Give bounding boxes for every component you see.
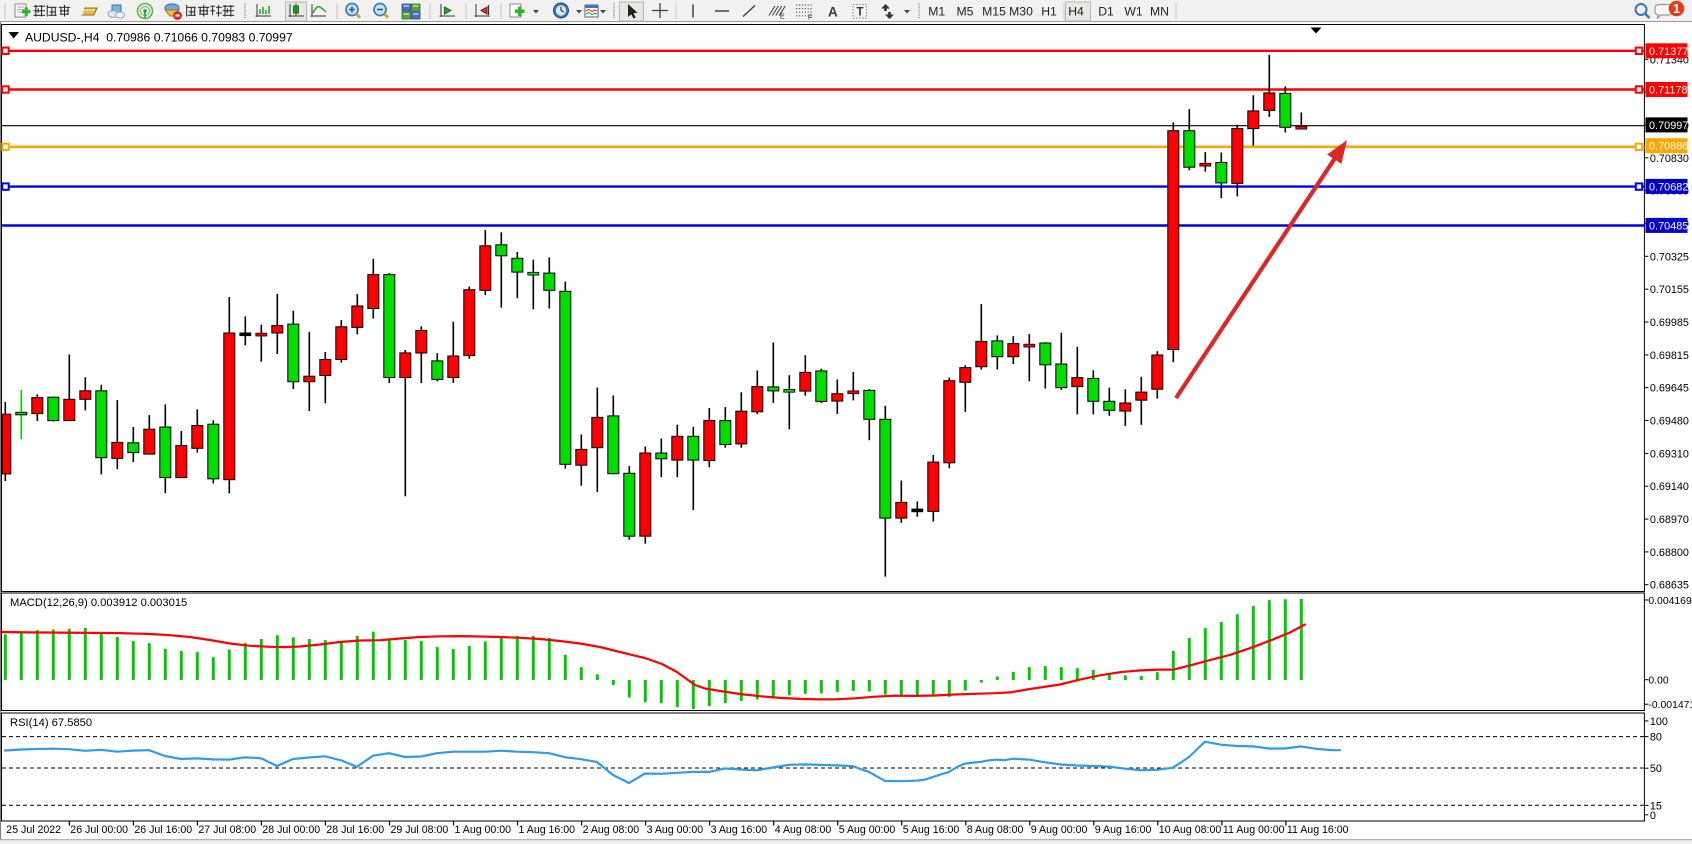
svg-text:0.68800: 0.68800 [1650, 547, 1689, 559]
svg-text:D1: D1 [1098, 5, 1114, 19]
svg-text:1 Aug 16:00: 1 Aug 16:00 [519, 824, 576, 836]
svg-text:100: 100 [1650, 716, 1668, 728]
svg-text:5 Aug 16:00: 5 Aug 16:00 [903, 824, 960, 836]
svg-text:11 Aug 00:00: 11 Aug 00:00 [1223, 824, 1285, 836]
svg-text:1 Aug 00:00: 1 Aug 00:00 [455, 824, 512, 836]
svg-text:0.69815: 0.69815 [1650, 350, 1689, 362]
svg-text:A: A [828, 5, 838, 20]
svg-text:0.70886: 0.70886 [1649, 141, 1688, 153]
svg-text:29 Jul 08:00: 29 Jul 08:00 [391, 824, 449, 836]
svg-text:3 Aug 16:00: 3 Aug 16:00 [711, 824, 768, 836]
svg-text:M30: M30 [1009, 5, 1033, 19]
svg-text:E: E [780, 14, 785, 21]
svg-text:0.004169: 0.004169 [1648, 596, 1692, 607]
svg-text:0.71178: 0.71178 [1649, 85, 1688, 97]
svg-text:28 Jul 00:00: 28 Jul 00:00 [262, 824, 320, 836]
svg-text:-0.001471: -0.001471 [1648, 700, 1692, 711]
svg-text:T: T [857, 7, 864, 19]
svg-text:MN: MN [1150, 5, 1169, 19]
svg-text:0.70155: 0.70155 [1650, 284, 1689, 296]
svg-text:0: 0 [1650, 810, 1656, 822]
svg-text:9 Aug 16:00: 9 Aug 16:00 [1095, 824, 1152, 836]
svg-text:27 Jul 08:00: 27 Jul 08:00 [198, 824, 256, 836]
svg-text:M15: M15 [982, 5, 1006, 19]
svg-text:0.69985: 0.69985 [1650, 317, 1689, 329]
svg-text:0.70997: 0.70997 [1649, 120, 1688, 132]
svg-text:0.70830: 0.70830 [1650, 153, 1689, 165]
svg-text:H1: H1 [1041, 5, 1057, 19]
svg-text:0.70682: 0.70682 [1649, 181, 1688, 193]
svg-text:26 Jul 00:00: 26 Jul 00:00 [70, 824, 128, 836]
svg-text:28 Jul 16:00: 28 Jul 16:00 [326, 824, 384, 836]
svg-text:11 Aug 16:00: 11 Aug 16:00 [1287, 824, 1349, 836]
svg-text:9 Aug 00:00: 9 Aug 00:00 [1031, 824, 1088, 836]
svg-text:25 Jul 2022: 25 Jul 2022 [6, 824, 61, 836]
svg-text:0.68635: 0.68635 [1650, 580, 1689, 592]
svg-text:50: 50 [1650, 763, 1662, 775]
svg-text:MACD(12,26,9) 0.003912 0.00301: MACD(12,26,9) 0.003912 0.003015 [10, 597, 187, 609]
svg-text:80: 80 [1650, 732, 1662, 744]
svg-text:H4: H4 [1068, 5, 1084, 19]
svg-text:AUDUSD-,H4 0.70986 0.71066 0.: AUDUSD-,H4 0.70986 0.71066 0.70983 0.709… [25, 31, 293, 45]
svg-text:M1: M1 [928, 5, 945, 19]
svg-text:0.69480: 0.69480 [1650, 416, 1689, 428]
svg-text:0.68970: 0.68970 [1650, 514, 1689, 526]
svg-text:0.71377: 0.71377 [1649, 46, 1688, 58]
svg-text:0.00: 0.00 [1648, 676, 1668, 687]
svg-text:5 Aug 00:00: 5 Aug 00:00 [839, 824, 896, 836]
svg-text:W1: W1 [1124, 5, 1143, 19]
svg-text:4 Aug 08:00: 4 Aug 08:00 [775, 824, 832, 836]
svg-text:8 Aug 08:00: 8 Aug 08:00 [967, 824, 1024, 836]
svg-text:0.70485: 0.70485 [1649, 220, 1688, 232]
svg-text:M5: M5 [957, 5, 974, 19]
svg-text:15: 15 [1650, 800, 1662, 812]
svg-text:F: F [808, 15, 812, 22]
svg-text:0.69140: 0.69140 [1650, 481, 1689, 493]
svg-text:0.69310: 0.69310 [1650, 448, 1689, 460]
svg-text:2 Aug 08:00: 2 Aug 08:00 [583, 824, 640, 836]
svg-text:26 Jul 16:00: 26 Jul 16:00 [134, 824, 192, 836]
svg-text:10 Aug 08:00: 10 Aug 08:00 [1159, 824, 1222, 836]
svg-text:RSI(14) 67.5850: RSI(14) 67.5850 [10, 717, 92, 729]
svg-text:3 Aug 00:00: 3 Aug 00:00 [647, 824, 704, 836]
svg-text:0.70325: 0.70325 [1650, 251, 1689, 263]
svg-text:1: 1 [1673, 2, 1680, 16]
svg-text:0.69645: 0.69645 [1650, 383, 1689, 395]
